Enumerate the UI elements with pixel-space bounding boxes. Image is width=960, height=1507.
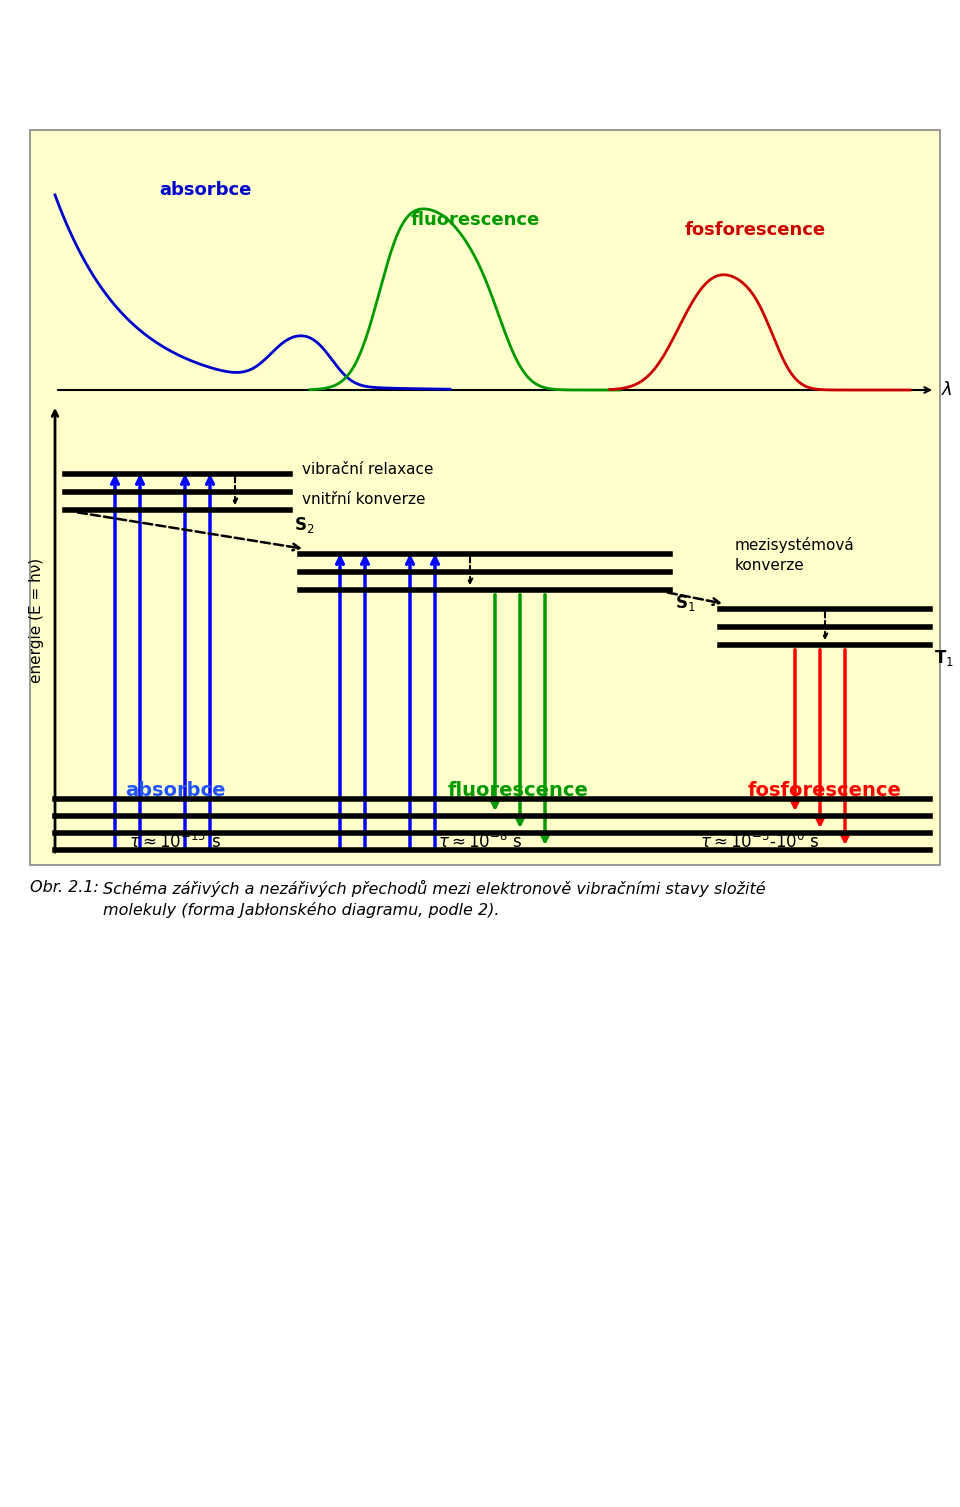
Text: fluorescence: fluorescence xyxy=(410,211,540,229)
Text: fosforescence: fosforescence xyxy=(684,222,826,240)
Text: Obr. 2.1:: Obr. 2.1: xyxy=(30,880,99,895)
Text: fosforescence: fosforescence xyxy=(748,781,902,800)
Text: S$_2$: S$_2$ xyxy=(294,515,314,535)
Text: Schéma zářivých a nezářivých přechodů mezi elektronově vibračními stavy složité
: Schéma zářivých a nezářivých přechodů me… xyxy=(103,880,766,918)
Text: energie (E = hν): energie (E = hν) xyxy=(30,558,44,683)
Text: absorbce: absorbce xyxy=(158,181,252,199)
Text: S$_1$: S$_1$ xyxy=(675,592,696,613)
Text: vnitřní konverze: vnitřní konverze xyxy=(302,493,425,508)
FancyBboxPatch shape xyxy=(30,130,940,865)
Text: fluorescence: fluorescence xyxy=(447,781,588,800)
Text: T$_1$: T$_1$ xyxy=(934,648,954,668)
Text: $\tau \approx 10^{-8}$ s: $\tau \approx 10^{-8}$ s xyxy=(438,832,522,851)
Text: absorbce: absorbce xyxy=(125,781,226,800)
Text: $\tau \approx 10^{-15}$ s: $\tau \approx 10^{-15}$ s xyxy=(129,832,221,851)
Text: λ: λ xyxy=(942,381,952,399)
Text: $\tau \approx 10^{-3}\text{-}10^{0}$ s: $\tau \approx 10^{-3}\text{-}10^{0}$ s xyxy=(700,832,820,851)
Text: mezisystémová
konverze: mezisystémová konverze xyxy=(735,536,854,573)
Text: vibrační relaxace: vibrační relaxace xyxy=(302,461,434,476)
